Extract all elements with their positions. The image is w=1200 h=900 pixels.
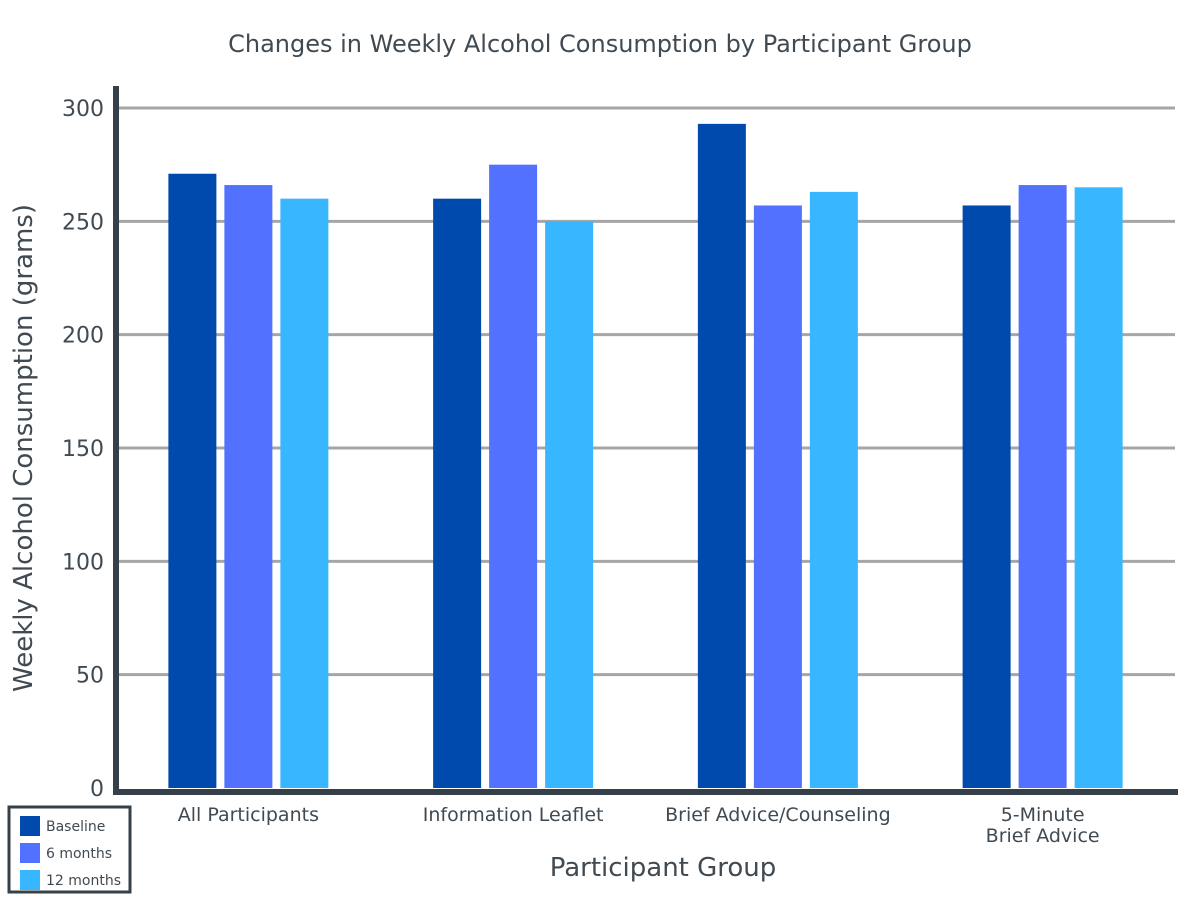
legend-label: 12 months bbox=[46, 873, 121, 889]
bar-6-months bbox=[753, 205, 802, 788]
axes bbox=[113, 86, 1178, 795]
bar-12-months bbox=[1074, 187, 1123, 789]
y-tick-label: 0 bbox=[90, 777, 104, 802]
x-tick-labels: All Participants Information Leaflet Brief… bbox=[178, 804, 1100, 847]
legend-label: Baseline bbox=[46, 819, 105, 835]
gridlines bbox=[116, 106, 1175, 677]
bar-12-months bbox=[280, 198, 329, 788]
bar-6-months bbox=[224, 185, 273, 789]
y-tick-labels: 0 50 100 150 200 250 300 bbox=[62, 97, 104, 802]
x-axis-label: Participant Group bbox=[550, 853, 777, 883]
bar-12-months bbox=[545, 221, 594, 789]
bar-baseline bbox=[697, 123, 746, 788]
x-tick-label: 5-Minute Brief Advice bbox=[986, 804, 1100, 847]
legend: Baseline 6 months 12 months bbox=[7, 805, 132, 894]
x-tick-label: All Participants bbox=[178, 804, 319, 826]
bar-baseline bbox=[433, 198, 482, 788]
x-tick-label: Brief Advice/Counseling bbox=[665, 804, 891, 826]
y-tick-label: 50 bbox=[76, 664, 104, 689]
bar-6-months bbox=[489, 164, 538, 788]
bar-6-months bbox=[1018, 185, 1067, 789]
y-tick-label: 100 bbox=[62, 550, 104, 575]
legend-label: 6 months bbox=[46, 846, 112, 862]
bar-baseline bbox=[962, 205, 1011, 788]
bar-baseline bbox=[168, 173, 217, 788]
legend-swatch bbox=[20, 870, 40, 890]
y-tick-label: 300 bbox=[62, 97, 104, 122]
legend-swatch bbox=[20, 816, 40, 836]
x-tick-label: Information Leaflet bbox=[423, 804, 604, 826]
bar-12-months bbox=[809, 191, 858, 788]
chart-title: Changes in Weekly Alcohol Consumption by… bbox=[228, 30, 972, 58]
y-tick-label: 150 bbox=[62, 437, 104, 462]
y-tick-label: 200 bbox=[62, 324, 104, 349]
y-axis-label: Weekly Alcohol Consumption (grams) bbox=[9, 204, 39, 692]
y-tick-label: 250 bbox=[62, 210, 104, 235]
legend-swatch bbox=[20, 843, 40, 863]
bars bbox=[168, 123, 1123, 789]
